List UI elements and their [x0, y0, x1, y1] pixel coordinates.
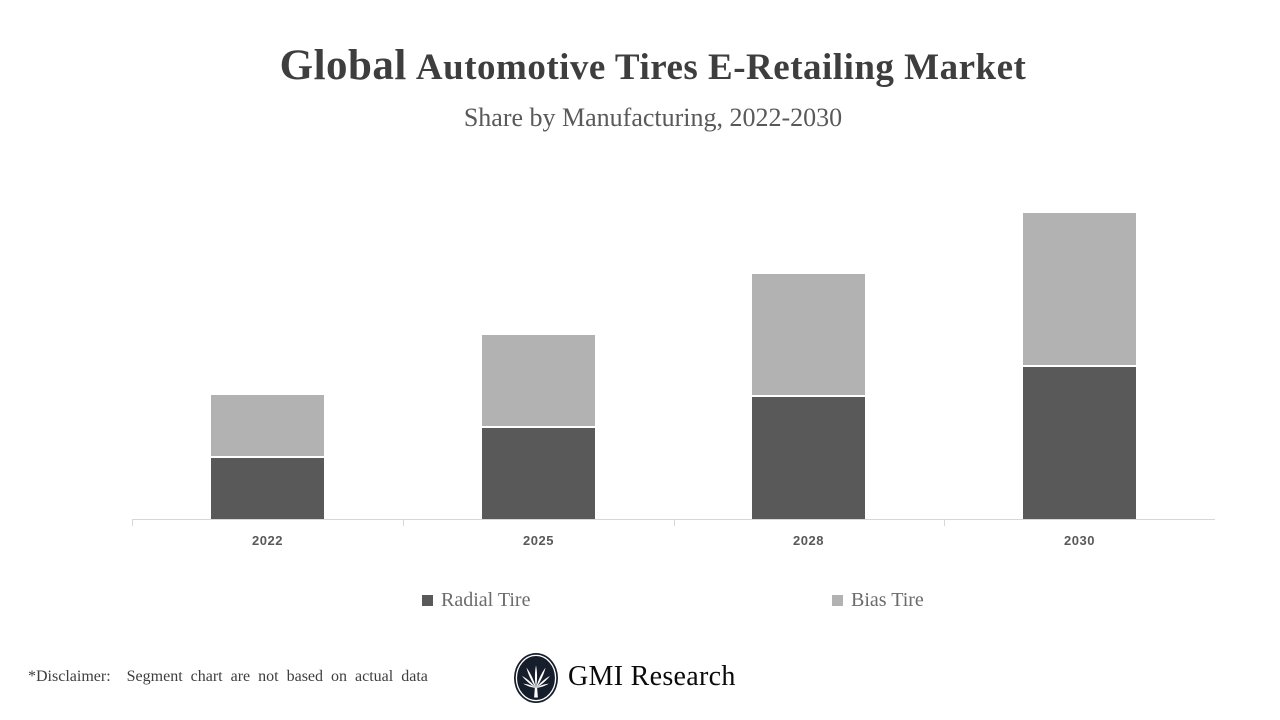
chart-subtitle: Share by Manufacturing, 2022-2030: [463, 103, 843, 132]
x-axis-tick: [403, 520, 404, 526]
bar-segment-radial-tire-2025: [482, 427, 595, 519]
chart-title: Global Automotive Tires E-Retailing Marke…: [26, 40, 1280, 101]
bar-segment-bias-tire-2030: [1023, 213, 1136, 365]
legend-marker-bias-tire-icon: [832, 594, 843, 606]
x-axis-tick: [132, 520, 133, 526]
disclaimer-text: *Disclaimer: Segment chart are not based…: [28, 668, 428, 685]
bar-group-2025: [482, 334, 595, 519]
x-axis-tick: [944, 520, 945, 526]
legend-label-bias-tire: Bias Tire: [851, 589, 924, 611]
x-axis-tick: [674, 520, 675, 526]
legend-marker-radial-tire-icon: [422, 594, 433, 606]
x-axis-label-2028: 2028: [793, 533, 824, 548]
x-axis-label-2025: 2025: [523, 533, 554, 548]
gmi-research-logo-icon: [514, 653, 558, 703]
plot-area: 2022 2025 2028 2030: [132, 190, 1215, 548]
chart-title-emphasis: Global: [279, 42, 407, 89]
bar-segment-radial-tire-2030: [1023, 367, 1136, 519]
bar-group-2022: [211, 395, 324, 519]
x-axis-line: [132, 519, 1215, 520]
bar-segment-bias-tire-2028: [752, 273, 865, 396]
x-axis-label-2022: 2022: [252, 533, 283, 548]
bar-group-2028: [752, 273, 865, 519]
gmi-research-logo-text: GMI Research: [568, 661, 736, 692]
x-axis-label-2030: 2030: [1064, 533, 1095, 548]
bar-segment-radial-tire-2022: [211, 458, 324, 519]
legend-item-radial-tire: Radial Tire: [422, 589, 530, 611]
chart-header: Global Automotive Tires E-Retailing Marke…: [26, 40, 1280, 135]
legend-item-bias-tire: Bias Tire: [832, 589, 924, 611]
bar-segment-bias-tire-2022: [211, 395, 324, 457]
bar-group-2030: [1023, 213, 1136, 519]
chart-title-rest: Automotive Tires E-Retailing Market: [415, 47, 1027, 88]
legend-label-radial-tire: Radial Tire: [441, 589, 531, 611]
bar-segment-bias-tire-2025: [482, 334, 595, 426]
bar-segment-radial-tire-2028: [752, 397, 865, 519]
